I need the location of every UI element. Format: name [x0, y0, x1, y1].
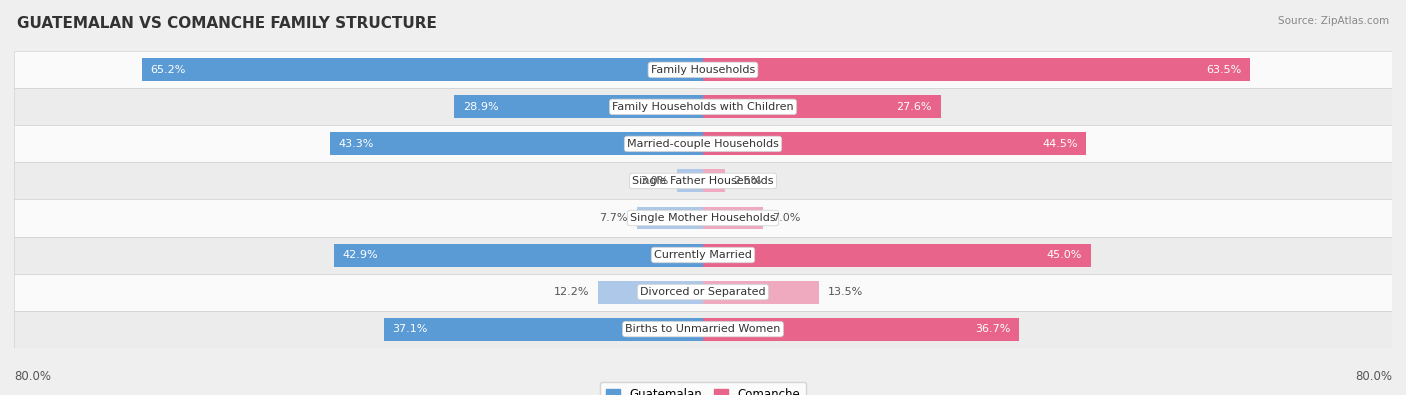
Bar — [703, 207, 763, 229]
Text: Family Households: Family Households — [651, 65, 755, 75]
Text: 27.6%: 27.6% — [897, 102, 932, 112]
Bar — [14, 126, 1392, 162]
Bar — [14, 274, 1392, 310]
Bar — [14, 199, 1392, 237]
Text: 12.2%: 12.2% — [554, 287, 589, 297]
Text: Single Father Households: Single Father Households — [633, 176, 773, 186]
Text: 44.5%: 44.5% — [1042, 139, 1077, 149]
Text: Divorced or Separated: Divorced or Separated — [640, 287, 766, 297]
Bar — [703, 244, 1091, 267]
Bar — [333, 244, 703, 267]
Text: 63.5%: 63.5% — [1206, 65, 1241, 75]
Text: 2.5%: 2.5% — [733, 176, 762, 186]
Bar — [678, 169, 703, 192]
Legend: Guatemalan, Comanche: Guatemalan, Comanche — [600, 382, 806, 395]
Bar — [14, 237, 1392, 274]
Bar — [703, 169, 724, 192]
Text: 37.1%: 37.1% — [392, 324, 427, 334]
Text: 80.0%: 80.0% — [1355, 370, 1392, 383]
Bar — [14, 162, 1392, 199]
Text: 28.9%: 28.9% — [463, 102, 498, 112]
Text: Source: ZipAtlas.com: Source: ZipAtlas.com — [1278, 16, 1389, 26]
Bar — [703, 96, 941, 118]
Text: 13.5%: 13.5% — [828, 287, 863, 297]
Bar — [703, 280, 820, 303]
Text: Married-couple Households: Married-couple Households — [627, 139, 779, 149]
Text: 36.7%: 36.7% — [976, 324, 1011, 334]
Text: Currently Married: Currently Married — [654, 250, 752, 260]
Text: 43.3%: 43.3% — [339, 139, 374, 149]
Bar — [703, 318, 1019, 340]
Text: 7.0%: 7.0% — [772, 213, 800, 223]
Bar — [703, 132, 1087, 155]
Bar — [637, 207, 703, 229]
Bar — [384, 318, 703, 340]
Text: 80.0%: 80.0% — [14, 370, 51, 383]
Bar — [14, 51, 1392, 88]
Text: 65.2%: 65.2% — [150, 65, 186, 75]
Text: GUATEMALAN VS COMANCHE FAMILY STRUCTURE: GUATEMALAN VS COMANCHE FAMILY STRUCTURE — [17, 16, 437, 31]
Bar — [142, 58, 703, 81]
Text: Family Households with Children: Family Households with Children — [612, 102, 794, 112]
Bar — [598, 280, 703, 303]
Text: 42.9%: 42.9% — [342, 250, 378, 260]
Text: Births to Unmarried Women: Births to Unmarried Women — [626, 324, 780, 334]
Text: 45.0%: 45.0% — [1046, 250, 1083, 260]
Bar — [330, 132, 703, 155]
Text: 3.0%: 3.0% — [640, 176, 669, 186]
Bar — [454, 96, 703, 118]
Bar — [703, 58, 1250, 81]
Text: Single Mother Households: Single Mother Households — [630, 213, 776, 223]
Bar — [14, 310, 1392, 348]
Bar — [14, 88, 1392, 126]
Text: 7.7%: 7.7% — [599, 213, 628, 223]
